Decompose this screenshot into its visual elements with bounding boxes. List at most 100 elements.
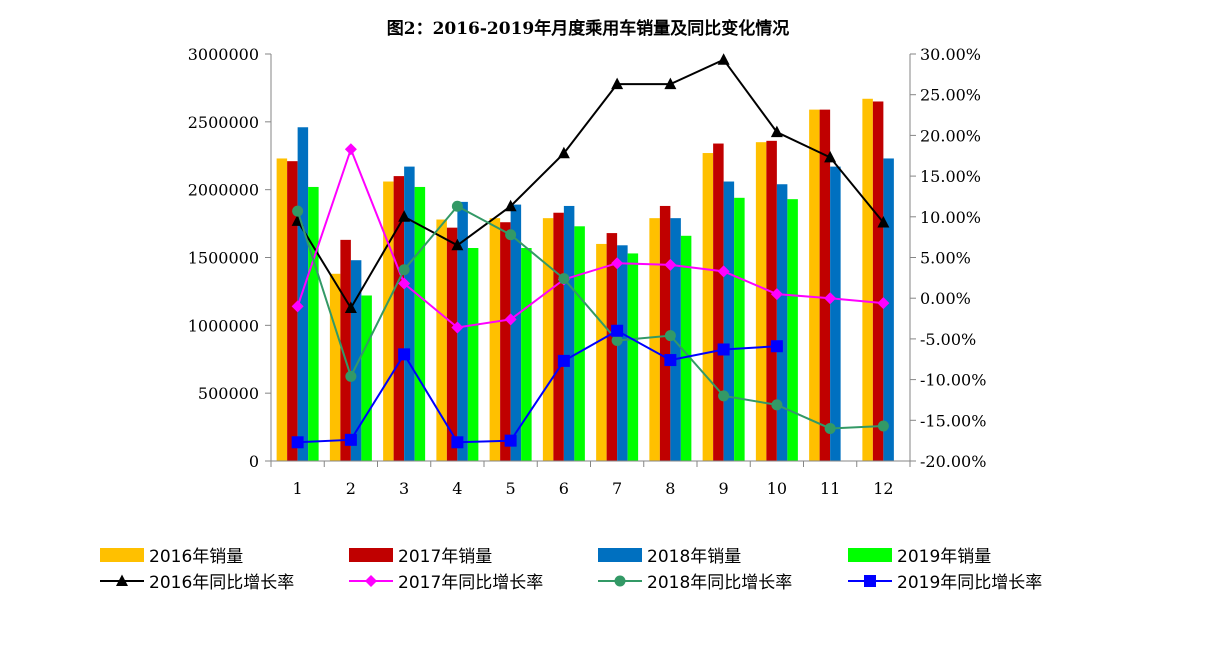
right-tick-label: -10.00% [920,371,986,390]
right-tick-label: 15.00% [920,167,981,186]
x-tick-label: 6 [559,479,569,498]
series-line [296,58,885,310]
bar [680,235,692,461]
bar [649,218,660,461]
line-point [504,313,517,326]
line-point [824,292,837,305]
right-tick-label: 5.00% [920,249,971,268]
bar [287,161,298,461]
line-point [770,340,783,353]
bar [563,205,575,461]
line-point [717,265,730,278]
left-tick-label: 2500000 [188,113,259,132]
line-point [664,354,677,367]
left-tick-label: 1000000 [188,316,259,335]
x-tick-label: 3 [399,479,409,498]
x-tick-label: 5 [506,479,516,498]
line-point [557,146,570,159]
right-tick-label: -15.00% [920,411,986,430]
line-point [398,264,410,276]
bar [872,101,884,461]
bar [755,142,767,461]
series-line [296,146,884,329]
line-point [877,215,890,228]
right-tick-label: 20.00% [920,126,981,145]
right-tick-label: 10.00% [920,208,981,227]
line-point [824,150,837,163]
legend-label: 2019年同比增长率 [897,573,1042,593]
bar [467,248,479,461]
bar [670,218,681,461]
left-tick-label: 2000000 [188,181,259,200]
line-point [398,277,411,290]
right-tick-label: -20.00% [920,452,986,471]
chart-title: 图2：2016-2019年月度乘用车销量及同比变化情况 [387,18,790,39]
line-point [611,335,623,347]
bar [542,218,554,461]
right-tick-label: 0.00% [920,289,971,308]
x-tick-label: 10 [767,479,787,498]
bar [521,248,532,461]
right-tick-label: 25.00% [920,86,981,105]
left-tick-label: 1500000 [188,249,259,268]
line-point [877,420,889,432]
line-point [824,422,836,434]
line-point [345,370,357,382]
legend-label: 2018年销量 [647,547,741,567]
right-tick-label: -5.00% [920,330,976,349]
line-point [770,288,783,301]
bar [617,245,628,461]
line-point [344,143,357,156]
line-point [770,125,783,138]
bar [596,243,607,461]
legend: 2016年销量 2017年销量 2018年销量 2019年销量 2016年同比增长率 20… [100,547,1042,593]
legend-label: 2016年销量 [149,547,243,567]
x-tick-label: 4 [452,479,462,498]
bar [659,205,671,461]
line-point [611,257,624,270]
legend-swatch [349,548,393,562]
line-point [877,297,890,310]
x-tick-label: 7 [612,479,622,498]
bar [510,204,522,461]
bar [553,212,564,461]
bar [393,176,405,461]
x-tick-label: 11 [820,479,840,498]
line-point [451,321,464,334]
left-tick-label: 500000 [198,384,259,403]
left-tick-label: 0 [249,452,259,471]
left-tick-label: 3000000 [188,45,259,64]
bar [702,153,714,461]
bar [723,181,735,461]
line-point [451,436,464,449]
bar [830,166,841,461]
legend-label: 2018年同比增长率 [647,573,792,593]
legend-label: 2017年销量 [398,547,492,567]
bar [383,181,394,461]
bar [329,273,341,461]
line-point [611,77,624,90]
series-line [297,329,777,444]
bar [883,158,894,462]
line-point [717,53,730,65]
bar [809,109,820,461]
x-tick-label: 1 [293,479,303,498]
line-point [291,300,304,313]
bar [766,140,777,461]
bar [276,158,288,462]
line-point [558,273,570,285]
line-point [398,348,411,361]
line-point [451,238,464,251]
series-line [296,204,884,430]
line-point [292,205,304,217]
legend-swatch [598,548,642,562]
line-point [344,433,357,446]
bar [627,253,639,461]
right-tick-label: 30.00% [920,45,981,64]
line-point [771,399,783,411]
bar [361,295,372,461]
line-point [611,324,624,337]
legend-label: 2016年同比增长率 [149,573,294,593]
line-point [451,200,463,212]
bar [340,239,351,461]
